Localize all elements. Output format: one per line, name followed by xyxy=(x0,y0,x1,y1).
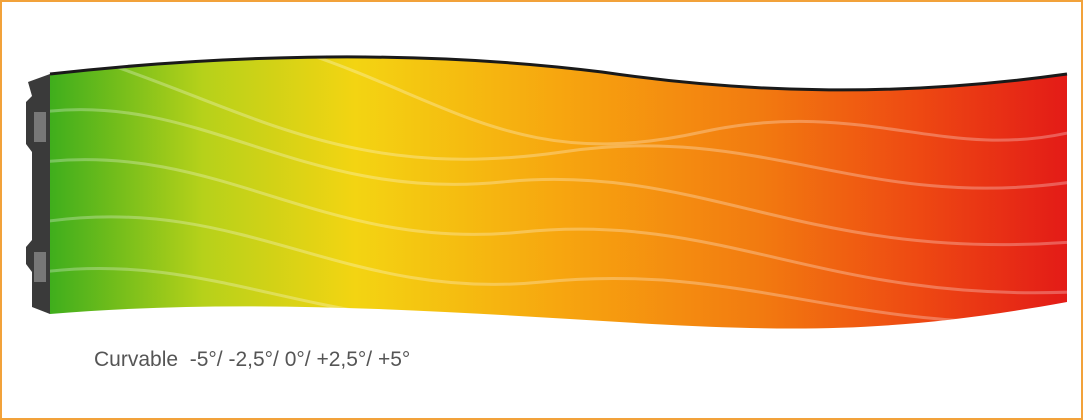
caption: Curvable -5°/ -2,5°/ 0°/ +2,5°/ +5° xyxy=(94,348,411,371)
